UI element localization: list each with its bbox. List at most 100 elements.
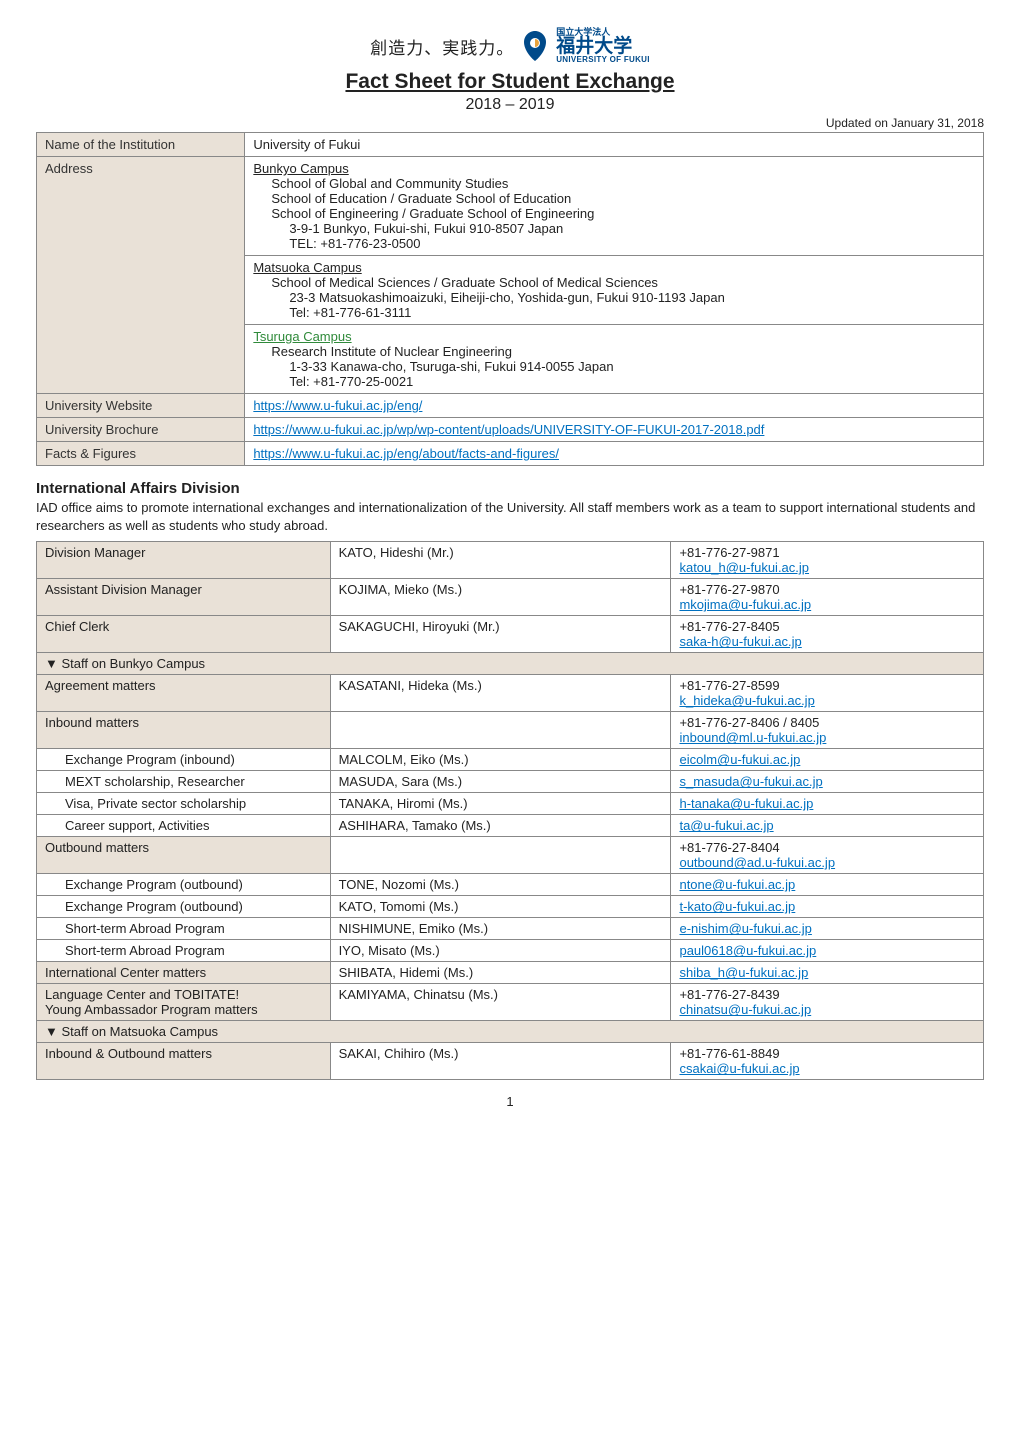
contact-cell: +81-776-27-8599 k_hideka@u-fukui.ac.jp xyxy=(671,675,984,712)
email-link[interactable]: ta@u-fukui.ac.jp xyxy=(679,818,773,833)
role-cell: Outbound matters xyxy=(37,837,331,874)
role-cell: Inbound & Outbound matters xyxy=(37,1043,331,1080)
role-cell: International Center matters xyxy=(37,962,331,984)
facts-link[interactable]: https://www.u-fukui.ac.jp/eng/about/fact… xyxy=(253,446,559,461)
role-cell: MEXT scholarship, Researcher xyxy=(37,771,331,793)
table-row: University Brochure https://www.u-fukui.… xyxy=(37,418,984,442)
tsuruga-cell: Tsuruga Campus Research Institute of Nuc… xyxy=(245,325,984,394)
updated-date: Updated on January 31, 2018 xyxy=(36,116,984,130)
bunkyo-title: Bunkyo Campus xyxy=(253,161,348,176)
phone: +81-776-27-8599 xyxy=(679,678,779,693)
email-link[interactable]: katou_h@u-fukui.ac.jp xyxy=(679,560,809,575)
logo-tagline: 創造力、実践力。 xyxy=(370,34,514,59)
email-link[interactable]: outbound@ad.u-fukui.ac.jp xyxy=(679,855,835,870)
email-link[interactable]: paul0618@u-fukui.ac.jp xyxy=(679,943,816,958)
tsuruga-l2: 1-3-33 Kanawa-cho, Tsuruga-shi, Fukui 91… xyxy=(253,359,975,374)
role-cell: Exchange Program (inbound) xyxy=(37,749,331,771)
phone: +81-776-27-9871 xyxy=(679,545,779,560)
phone: +81-776-27-9870 xyxy=(679,582,779,597)
website-link[interactable]: https://www.u-fukui.ac.jp/eng/ xyxy=(253,398,422,413)
matsuoka-title: Matsuoka Campus xyxy=(253,260,361,275)
role-cell: Inbound matters xyxy=(37,712,331,749)
phone: +81-776-61-8849 xyxy=(679,1046,779,1061)
role-cell: Chief Clerk xyxy=(37,616,331,653)
logo-mark-icon xyxy=(517,28,553,64)
role-cell: Agreement matters xyxy=(37,675,331,712)
email-link[interactable]: ntone@u-fukui.ac.jp xyxy=(679,877,795,892)
matsuoka-l2: 23-3 Matsuokashimoaizuki, Eiheiji-cho, Y… xyxy=(253,290,975,305)
name-cell: TANAKA, Hiromi (Ms.) xyxy=(330,793,671,815)
matsuoka-cell: Matsuoka Campus School of Medical Scienc… xyxy=(245,256,984,325)
table-row: Visa, Private sector scholarship TANAKA,… xyxy=(37,793,984,815)
name-cell: SAKAGUCHI, Hiroyuki (Mr.) xyxy=(330,616,671,653)
email-link[interactable]: inbound@ml.u-fukui.ac.jp xyxy=(679,730,826,745)
table-row: Inbound matters +81-776-27-8406 / 8405 i… xyxy=(37,712,984,749)
role-cell: Division Manager xyxy=(37,542,331,579)
brochure-link[interactable]: https://www.u-fukui.ac.jp/wp/wp-content/… xyxy=(253,422,764,437)
email-link[interactable]: mkojima@u-fukui.ac.jp xyxy=(679,597,811,612)
email-link[interactable]: k_hideka@u-fukui.ac.jp xyxy=(679,693,814,708)
name-cell: IYO, Misato (Ms.) xyxy=(330,940,671,962)
table-row: Inbound & Outbound matters SAKAI, Chihir… xyxy=(37,1043,984,1080)
tsuruga-title-link[interactable]: Tsuruga Campus xyxy=(253,329,351,344)
role-cell: Exchange Program (outbound) xyxy=(37,896,331,918)
role-cell: Exchange Program (outbound) xyxy=(37,874,331,896)
matsuoka-l3: Tel: +81-776-61-3111 xyxy=(253,305,975,320)
email-link[interactable]: eicolm@u-fukui.ac.jp xyxy=(679,752,800,767)
table-row: Language Center and TOBITATE! Young Amba… xyxy=(37,984,984,1021)
table-row: Facts & Figures https://www.u-fukui.ac.j… xyxy=(37,442,984,466)
bunkyo-l5: TEL: +81-776-23-0500 xyxy=(253,236,975,251)
years: 2018 – 2019 xyxy=(36,96,984,114)
logo-en: UNIVERSITY OF FUKUI xyxy=(556,56,650,64)
logo-block: 創造力、実践力。 国立大学法人 福井大学 UNIVERSITY OF FUKUI xyxy=(36,28,984,64)
table-row: ▼ Staff on Bunkyo Campus xyxy=(37,653,984,675)
name-cell: TONE, Nozomi (Ms.) xyxy=(330,874,671,896)
email-link[interactable]: t-kato@u-fukui.ac.jp xyxy=(679,899,795,914)
name-cell: NISHIMUNE, Emiko (Ms.) xyxy=(330,918,671,940)
email-link[interactable]: s_masuda@u-fukui.ac.jp xyxy=(679,774,822,789)
table-row: Outbound matters +81-776-27-8404 outboun… xyxy=(37,837,984,874)
name-cell: KATO, Hideshi (Mr.) xyxy=(330,542,671,579)
table-row: Agreement matters KASATANI, Hideka (Ms.)… xyxy=(37,675,984,712)
table-row: Short-term Abroad Program NISHIMUNE, Emi… xyxy=(37,918,984,940)
contact-cell: +81-776-27-9870 mkojima@u-fukui.ac.jp xyxy=(671,579,984,616)
name-cell: SHIBATA, Hidemi (Ms.) xyxy=(330,962,671,984)
email-link[interactable]: h-tanaka@u-fukui.ac.jp xyxy=(679,796,813,811)
section-intro: IAD office aims to promote international… xyxy=(36,499,984,535)
tsuruga-l1: Research Institute of Nuclear Engineerin… xyxy=(253,344,975,359)
table-row: Career support, Activities ASHIHARA, Tam… xyxy=(37,815,984,837)
table-row: Name of the Institution University of Fu… xyxy=(37,133,984,157)
contact-cell: +81-776-61-8849 csakai@u-fukui.ac.jp xyxy=(671,1043,984,1080)
email-link[interactable]: e-nishim@u-fukui.ac.jp xyxy=(679,921,811,936)
name-cell: KASATANI, Hideka (Ms.) xyxy=(330,675,671,712)
staff-table: Division Manager KATO, Hideshi (Mr.) +81… xyxy=(36,541,984,1080)
name-cell: KATO, Tomomi (Ms.) xyxy=(330,896,671,918)
inst-name-label: Name of the Institution xyxy=(37,133,245,157)
email-link[interactable]: shiba_h@u-fukui.ac.jp xyxy=(679,965,808,980)
role-cell: Assistant Division Manager xyxy=(37,579,331,616)
bunkyo-staff-header: ▼ Staff on Bunkyo Campus xyxy=(37,653,984,675)
bunkyo-l2: School of Education / Graduate School of… xyxy=(253,191,975,206)
email-link[interactable]: chinatsu@u-fukui.ac.jp xyxy=(679,1002,811,1017)
inst-name-value: University of Fukui xyxy=(245,133,984,157)
name-cell xyxy=(330,837,671,874)
table-row: MEXT scholarship, Researcher MASUDA, Sar… xyxy=(37,771,984,793)
name-cell: MALCOLM, Eiko (Ms.) xyxy=(330,749,671,771)
contact-cell: +81-776-27-8406 / 8405 inbound@ml.u-fuku… xyxy=(671,712,984,749)
table-row: Chief Clerk SAKAGUCHI, Hiroyuki (Mr.) +8… xyxy=(37,616,984,653)
facts-label: Facts & Figures xyxy=(37,442,245,466)
name-cell xyxy=(330,712,671,749)
table-row: ▼ Staff on Matsuoka Campus xyxy=(37,1021,984,1043)
name-cell: KOJIMA, Mieko (Ms.) xyxy=(330,579,671,616)
table-row: Division Manager KATO, Hideshi (Mr.) +81… xyxy=(37,542,984,579)
name-cell: SAKAI, Chihiro (Ms.) xyxy=(330,1043,671,1080)
phone: +81-776-27-8404 xyxy=(679,840,779,855)
logo-bigjp: 福井大学 xyxy=(556,37,632,56)
page-number: 1 xyxy=(36,1094,984,1109)
role-cell: Visa, Private sector scholarship xyxy=(37,793,331,815)
institution-table: Name of the Institution University of Fu… xyxy=(36,132,984,466)
role-cell: Career support, Activities xyxy=(37,815,331,837)
email-link[interactable]: csakai@u-fukui.ac.jp xyxy=(679,1061,799,1076)
address-label: Address xyxy=(37,157,245,394)
email-link[interactable]: saka-h@u-fukui.ac.jp xyxy=(679,634,801,649)
